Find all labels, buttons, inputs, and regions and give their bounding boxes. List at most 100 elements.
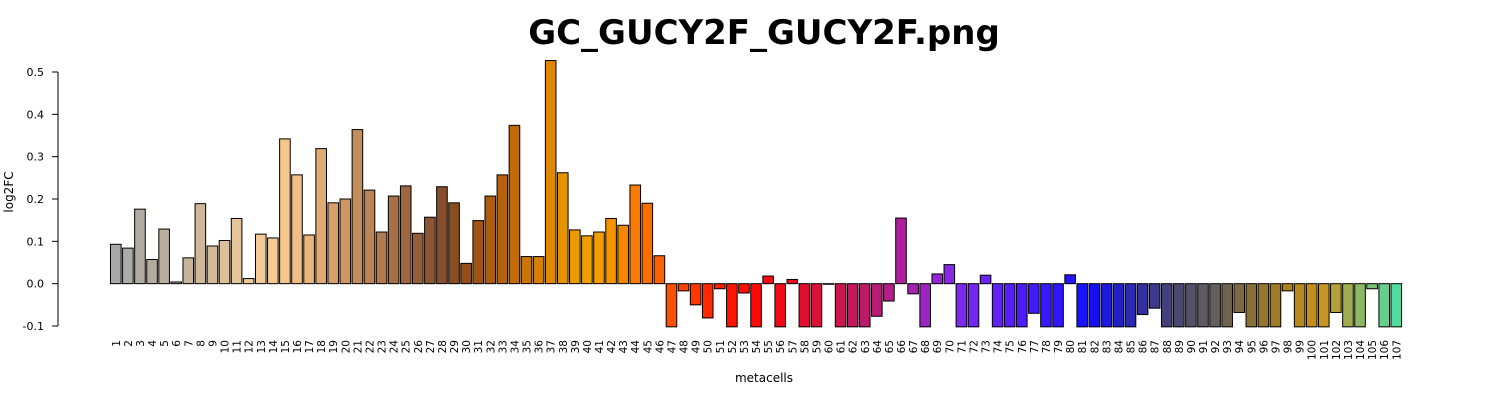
y-tick-label: 0.1 bbox=[27, 235, 45, 248]
x-tick-label: 11 bbox=[232, 340, 244, 353]
x-tick-label: 63 bbox=[860, 340, 872, 353]
x-tick-label: 40 bbox=[582, 340, 594, 353]
x-tick-label: 10 bbox=[220, 340, 232, 353]
bar-73 bbox=[979, 274, 992, 285]
x-tick-label: 104 bbox=[1355, 340, 1367, 360]
bar-75 bbox=[1003, 283, 1016, 328]
x-tick-label: 26 bbox=[413, 340, 425, 354]
bar-8 bbox=[194, 203, 207, 285]
x-tick-label: 56 bbox=[775, 340, 787, 354]
bar-6 bbox=[170, 281, 182, 285]
bar-22 bbox=[363, 189, 376, 285]
x-tick-label: 16 bbox=[292, 340, 304, 354]
bar-102 bbox=[1330, 283, 1342, 313]
x-tick-label: 65 bbox=[884, 340, 896, 353]
bar-89 bbox=[1173, 283, 1185, 328]
bar-50 bbox=[701, 283, 714, 319]
x-tick-label: 25 bbox=[401, 340, 413, 353]
bar-43 bbox=[617, 224, 629, 285]
y-tick-label: -0.1 bbox=[23, 320, 44, 333]
x-tick-label: 20 bbox=[340, 340, 352, 353]
x-tick-label: 62 bbox=[848, 340, 860, 353]
x-tick-label: 88 bbox=[1162, 340, 1174, 353]
x-tick-label: 83 bbox=[1101, 340, 1113, 353]
x-tick-label: 86 bbox=[1138, 340, 1150, 354]
bar-45 bbox=[641, 202, 654, 285]
x-tick-label: 107 bbox=[1391, 340, 1403, 360]
bar-61 bbox=[834, 283, 847, 328]
bar-55 bbox=[762, 275, 774, 285]
x-tick-label: 64 bbox=[872, 340, 884, 354]
x-tick-label: 8 bbox=[195, 340, 207, 347]
bar-5 bbox=[158, 228, 170, 285]
x-tick-label: 17 bbox=[304, 340, 316, 353]
bar-31 bbox=[472, 220, 484, 285]
bar-19 bbox=[327, 202, 340, 285]
x-tick-label: 100 bbox=[1307, 340, 1319, 360]
x-tick-label: 30 bbox=[461, 340, 473, 353]
x-tick-label: 97 bbox=[1270, 340, 1282, 353]
x-tick-label: 6 bbox=[171, 340, 183, 347]
bar-16 bbox=[291, 174, 303, 285]
bar-68 bbox=[919, 283, 931, 328]
bar-15 bbox=[279, 138, 291, 285]
x-tick-label: 24 bbox=[389, 340, 401, 354]
bar-52 bbox=[726, 283, 738, 328]
bar-62 bbox=[846, 283, 859, 328]
bar-104 bbox=[1354, 283, 1366, 328]
bar-38 bbox=[556, 172, 569, 285]
x-tick-label: 41 bbox=[594, 340, 606, 353]
x-tick-label: 4 bbox=[147, 340, 159, 347]
x-tick-label: 32 bbox=[485, 340, 497, 353]
bar-67 bbox=[907, 283, 919, 295]
bar-30 bbox=[460, 262, 472, 285]
bar-44 bbox=[629, 184, 642, 285]
x-tick-label: 43 bbox=[618, 340, 630, 353]
x-tick-label: 28 bbox=[437, 340, 449, 353]
bar-86 bbox=[1136, 283, 1149, 316]
bar-18 bbox=[315, 148, 327, 285]
bar-70 bbox=[943, 264, 956, 285]
x-tick-label: 54 bbox=[751, 340, 763, 354]
x-tick-label: 70 bbox=[944, 340, 956, 353]
bar-56 bbox=[774, 283, 787, 328]
bar-24 bbox=[387, 195, 400, 285]
bar-36 bbox=[532, 256, 545, 285]
bar-35 bbox=[520, 256, 533, 285]
x-tick-label: 71 bbox=[956, 340, 968, 353]
x-tick-label: 102 bbox=[1331, 340, 1343, 360]
x-tick-label: 85 bbox=[1126, 340, 1138, 353]
bar-2 bbox=[122, 247, 134, 285]
x-tick-label: 76 bbox=[1017, 340, 1029, 354]
x-tick-label: 95 bbox=[1246, 340, 1258, 353]
x-tick-label: 77 bbox=[1029, 340, 1041, 353]
chart-title: GC_GUCY2F_GUCY2F.png bbox=[528, 13, 1000, 53]
x-tick-label: 13 bbox=[256, 340, 268, 353]
bar-77 bbox=[1028, 283, 1040, 314]
bar-42 bbox=[605, 217, 617, 285]
bar-72 bbox=[967, 283, 980, 328]
x-tick-label: 21 bbox=[352, 340, 364, 353]
x-tick-label: 72 bbox=[968, 340, 980, 353]
bar-65 bbox=[883, 283, 895, 302]
bar-34 bbox=[508, 124, 521, 285]
x-tick-label: 47 bbox=[666, 340, 678, 353]
bar-91 bbox=[1197, 283, 1209, 328]
x-tick-label: 81 bbox=[1077, 340, 1089, 353]
bar-3 bbox=[134, 208, 146, 285]
x-tick-label: 84 bbox=[1113, 340, 1125, 354]
bar-101 bbox=[1318, 283, 1330, 328]
x-tick-label: 31 bbox=[473, 340, 485, 353]
x-tick-label: 1 bbox=[111, 340, 123, 347]
x-tick-label: 59 bbox=[811, 340, 823, 353]
bar-78 bbox=[1040, 283, 1052, 328]
bar-83 bbox=[1100, 283, 1113, 328]
bar-54 bbox=[750, 283, 762, 328]
y-tick-label: 0.4 bbox=[27, 108, 45, 121]
x-tick-label: 75 bbox=[1005, 340, 1017, 353]
bar-27 bbox=[424, 216, 436, 285]
bar-82 bbox=[1088, 283, 1101, 328]
bar-105 bbox=[1366, 283, 1378, 290]
x-tick-label: 58 bbox=[799, 340, 811, 353]
